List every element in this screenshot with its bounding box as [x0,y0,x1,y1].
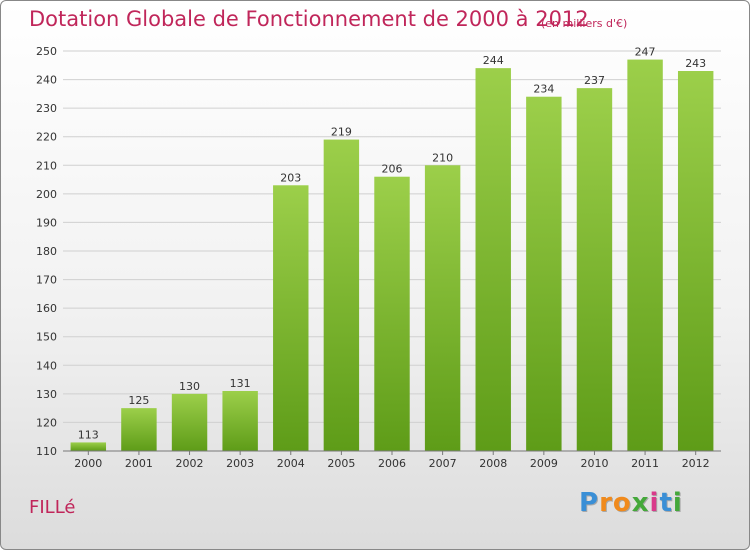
y-tick-label: 140 [36,359,57,372]
y-tick-label: 240 [36,74,57,87]
bar-2012 [677,71,714,451]
data-label: 219 [331,126,352,139]
x-tick-label: 2004 [277,457,305,470]
y-tick-label: 170 [36,274,57,287]
y-tick-label: 120 [36,416,57,429]
logo-letter: t [659,488,673,518]
chart-subtitle: (en milliers d'€) [541,17,628,30]
y-tick-label: 190 [36,216,57,229]
data-label: 247 [635,46,656,59]
x-tick-label: 2007 [429,457,457,470]
logo-letter: r [599,488,613,518]
data-label: 210 [432,151,453,164]
bar-2001 [121,408,157,451]
x-tick-label: 2006 [378,457,406,470]
y-tick-label: 200 [36,188,57,201]
bar-2004 [273,185,309,452]
bar-2008 [475,68,511,452]
bars: 113 125 130 131 203 219 206 210 244 234 237 247 243 [70,46,714,452]
y-tick-label: 250 [36,45,57,58]
bar-2007 [424,165,461,452]
y-tick-label: 160 [36,302,57,315]
data-label: 237 [584,74,605,87]
x-tick-label: 2012 [682,457,710,470]
data-label: 125 [128,394,149,407]
data-label: 206 [382,163,403,176]
data-label: 113 [78,428,99,441]
x-axis-ticks: 2000 2001 2002 2003 2004 2005 2006 2007 2008 2009… [74,451,710,470]
bar-2010 [576,88,613,452]
y-tick-label: 110 [36,445,57,458]
data-label: 244 [483,54,504,67]
bar-2000 [70,442,107,451]
x-tick-label: 2001 [125,457,153,470]
data-label: 203 [280,171,301,184]
logo-letter: x [631,488,650,518]
y-tick-label: 230 [36,102,57,115]
y-tick-label: 180 [36,245,57,258]
bar-2003 [222,391,258,451]
y-tick-label: 150 [36,331,57,344]
chart-title: Dotation Globale de Fonctionnement de 20… [29,7,589,31]
data-label: 234 [533,83,554,96]
bar-2002 [171,393,208,451]
logo-letter: i [649,488,660,518]
data-label: 131 [230,377,251,390]
x-tick-label: 2003 [226,457,254,470]
y-tick-label: 210 [36,159,57,172]
town-name: FILLé [29,497,76,518]
x-tick-label: 2008 [479,457,507,470]
logo-letter: i [672,488,683,518]
proxiti-logo: Proxiti [579,488,683,518]
logo-letter: P [579,488,600,518]
x-tick-label: 2002 [176,457,204,470]
x-tick-label: 2010 [580,457,608,470]
bar-2005 [323,139,360,452]
bar-2006 [374,176,410,451]
x-tick-label: 2011 [631,457,659,470]
y-axis-ticks: 110 120 130 140 150 160 170 180 190 200 210 220 230 2… [36,45,57,458]
y-tick-label: 220 [36,131,57,144]
data-label: 243 [685,57,706,70]
x-tick-label: 2005 [327,457,355,470]
bar-2011 [627,59,663,451]
logo-letter: o [612,488,632,518]
x-tick-label: 2009 [530,457,558,470]
bar-2009 [526,96,562,451]
x-tick-label: 2000 [74,457,102,470]
y-tick-label: 130 [36,388,57,401]
data-label: 130 [179,380,200,393]
